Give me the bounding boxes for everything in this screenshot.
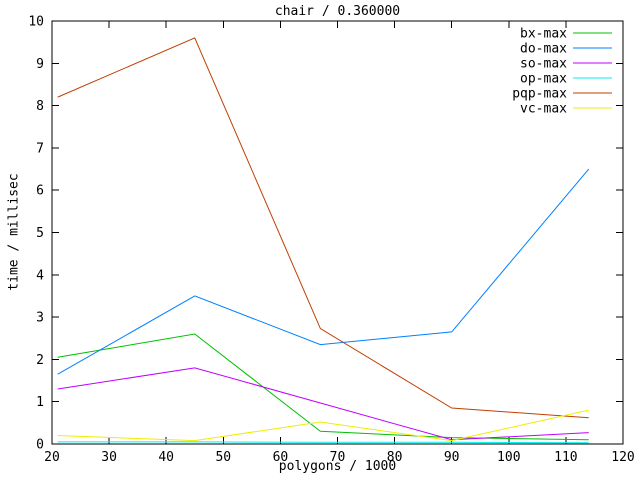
series-line-do-max — [57, 168, 590, 375]
x-axis-label: polygons / 1000 — [278, 459, 397, 474]
series-line-vc-max — [57, 409, 589, 442]
y-tick-label: 2 — [36, 353, 44, 368]
x-tick-label: 100 — [497, 450, 520, 465]
series-line-op-max — [57, 441, 589, 444]
y-tick-label: 7 — [36, 141, 44, 156]
legend-label-vc-max: vc-max — [520, 102, 567, 117]
y-tick-label: 1 — [36, 395, 44, 410]
series-line-bx-max — [57, 333, 589, 441]
x-tick-label: 70 — [330, 450, 346, 465]
y-tick-label: 6 — [36, 184, 44, 199]
y-tick-label: 10 — [28, 15, 44, 30]
legend-label-pqp-max: pqp-max — [512, 87, 567, 102]
x-tick-label: 90 — [444, 450, 460, 465]
y-tick-label: 9 — [36, 57, 44, 72]
x-tick-label: 60 — [273, 450, 289, 465]
y-tick-label: 0 — [36, 438, 44, 453]
legend-label-op-max: op-max — [520, 72, 567, 87]
y-tick-label: 3 — [36, 311, 44, 326]
x-tick-label: 120 — [611, 450, 634, 465]
x-tick-label: 80 — [387, 450, 403, 465]
series-line-so-max — [57, 367, 589, 441]
legend-label-bx-max: bx-max — [520, 27, 567, 42]
x-tick-label: 20 — [44, 450, 60, 465]
y-tick-label: 5 — [36, 226, 44, 241]
x-tick-label: 110 — [554, 450, 577, 465]
x-tick-label: 40 — [158, 450, 174, 465]
chart-title: chair / 0.360000 — [274, 4, 401, 19]
y-tick-label: 4 — [36, 268, 44, 283]
x-tick-label: 50 — [215, 450, 231, 465]
x-tick-label: 30 — [101, 450, 117, 465]
y-tick-label: 8 — [36, 99, 44, 114]
series-line-pqp-max — [57, 37, 589, 419]
legend-label-so-max: so-max — [520, 57, 567, 72]
legend-label-do-max: do-max — [520, 42, 567, 57]
